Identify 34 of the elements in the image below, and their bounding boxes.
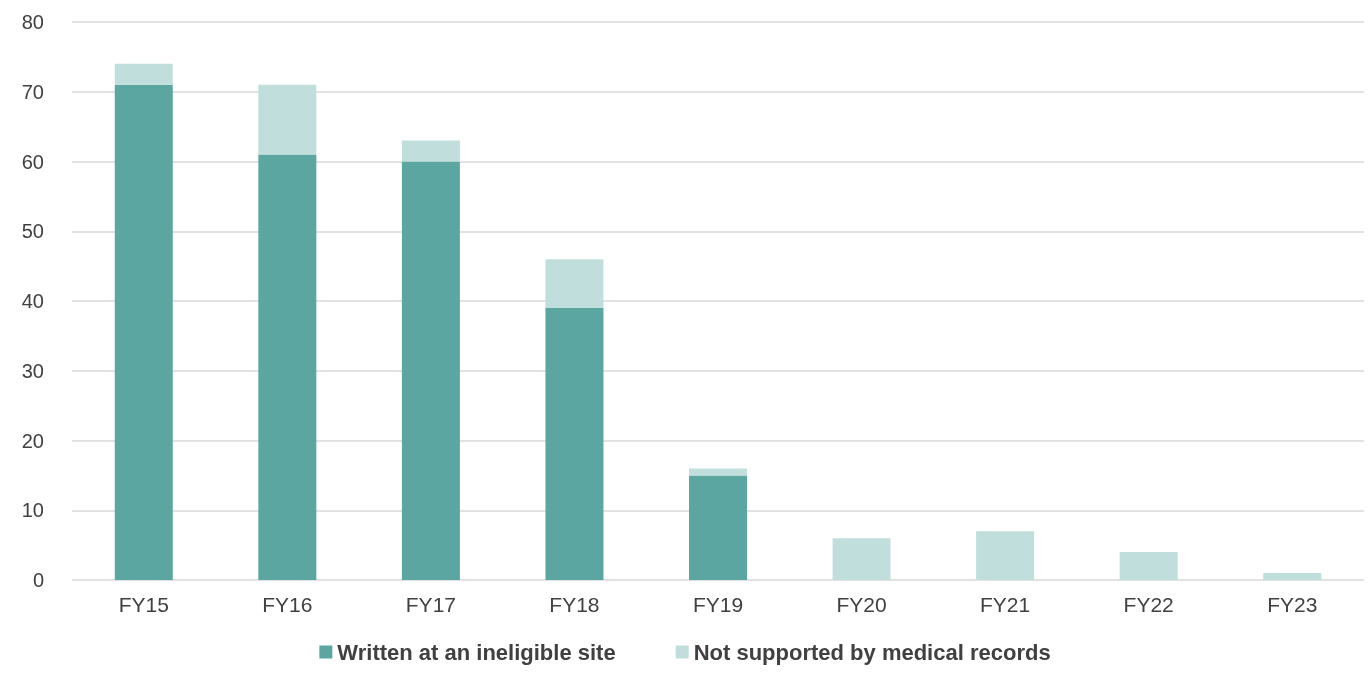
x-tick-label: FY21 — [980, 593, 1031, 616]
bar — [545, 259, 604, 308]
bar — [258, 84, 317, 155]
y-tick-label: 30 — [21, 359, 44, 382]
bar — [401, 161, 460, 580]
x-tick-label: FY15 — [118, 593, 169, 616]
x-tick-label: FY16 — [262, 593, 313, 616]
legend-label: Not supported by medical records — [693, 639, 1051, 665]
bar — [114, 84, 173, 580]
x-tick-label: FY18 — [549, 593, 600, 616]
bar — [689, 475, 747, 580]
bar — [1119, 552, 1178, 580]
y-tick-label: 10 — [21, 499, 44, 522]
y-tick-label: 70 — [21, 80, 44, 103]
bar — [258, 154, 317, 580]
y-tick-label: 20 — [21, 429, 44, 452]
bar — [114, 63, 173, 85]
y-tick-label: 40 — [21, 290, 44, 312]
y-tick-label: 50 — [21, 220, 44, 243]
x-tick-label: FY19 — [692, 593, 744, 616]
bar — [1263, 573, 1322, 580]
x-tick-label: FY22 — [1123, 593, 1174, 616]
bar — [976, 531, 1035, 580]
y-tick-label: 60 — [21, 150, 44, 173]
x-tick-label: FY23 — [1267, 593, 1318, 616]
y-tick-label: 0 — [32, 569, 44, 591]
bar — [545, 307, 604, 580]
x-tick-label: FY17 — [405, 593, 456, 616]
legend-label: Written at an ineligible site — [337, 639, 616, 665]
y-tick-label: 80 — [21, 11, 44, 33]
bar — [401, 140, 460, 162]
x-tick-label: FY20 — [836, 593, 887, 616]
bar — [689, 468, 747, 476]
bar — [832, 538, 891, 580]
